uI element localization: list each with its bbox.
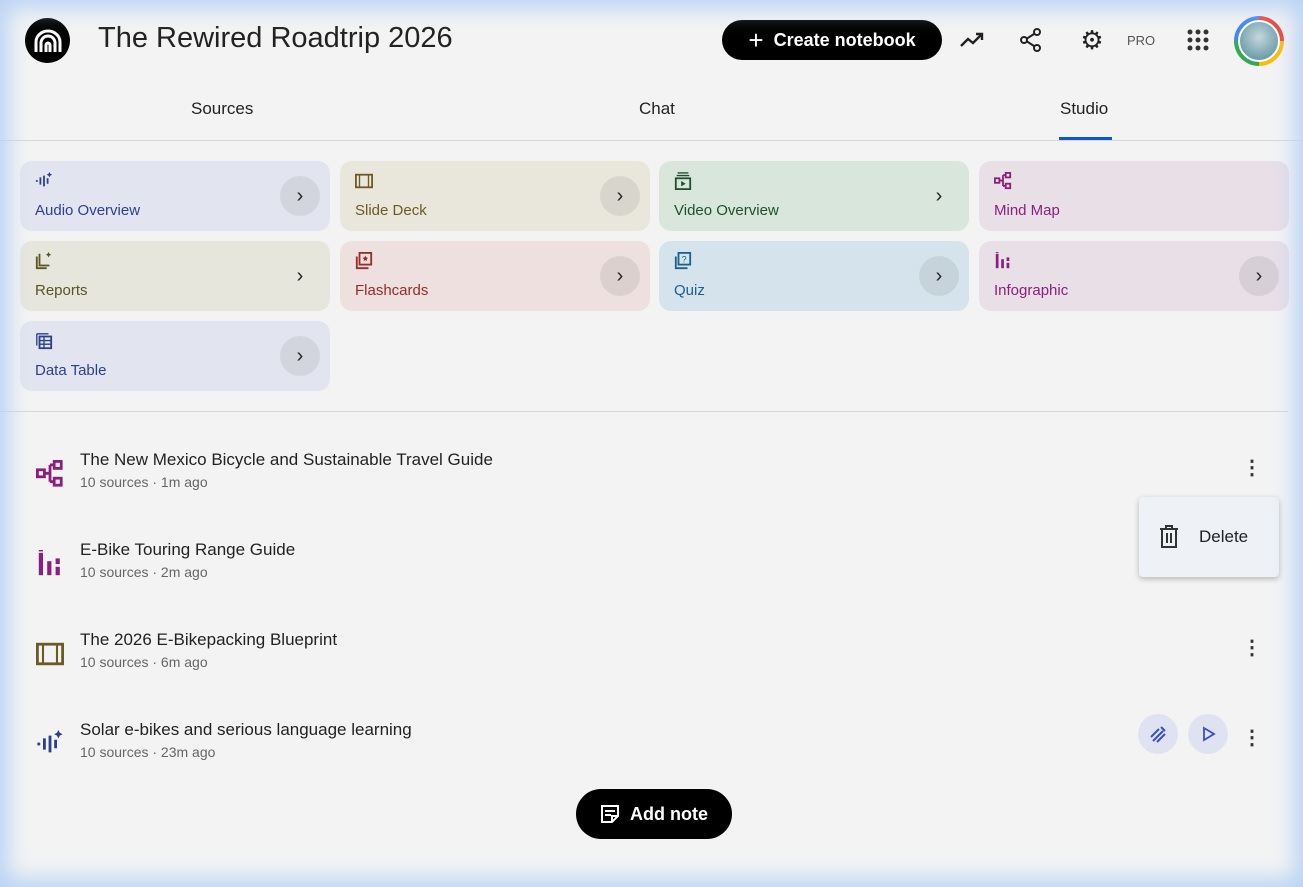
section-divider xyxy=(0,411,1288,412)
note-icon xyxy=(601,805,619,823)
flashcards-icon xyxy=(355,252,375,272)
item-meta: 10 sources · 23m ago xyxy=(80,744,216,760)
create-notebook-label: Create notebook xyxy=(773,29,916,50)
tab-chat[interactable]: Chat xyxy=(639,99,675,118)
studio-card-label: Reports xyxy=(35,282,88,299)
studio-card-label: Infographic xyxy=(994,282,1069,299)
settings-gear-icon[interactable]: ⚙ xyxy=(1080,24,1104,55)
table-icon xyxy=(35,332,55,352)
studio-card-flashcards[interactable]: Flashcards › xyxy=(340,241,650,311)
chevron-right-icon[interactable]: › xyxy=(600,256,640,296)
interactive-mode-icon[interactable] xyxy=(1138,714,1178,754)
studio-card-video-overview[interactable]: Video Overview › xyxy=(659,161,969,231)
infographic-icon xyxy=(994,252,1014,272)
studio-card-data-table[interactable]: Data Table › xyxy=(20,321,330,391)
quiz-icon: ? xyxy=(674,252,694,272)
slides-icon xyxy=(355,172,375,192)
slides-icon xyxy=(36,640,64,668)
trash-icon xyxy=(1160,525,1178,548)
audio-waveform-sparkle-icon xyxy=(35,172,55,192)
studio-card-audio-overview[interactable]: Audio Overview › xyxy=(20,161,330,231)
studio-output-item[interactable]: E-Bike Touring Range Guide 10 sources · … xyxy=(0,540,1290,600)
item-meta: 10 sources · 2m ago xyxy=(80,564,208,580)
pro-badge: PRO xyxy=(1127,33,1156,48)
audio-waveform-sparkle-icon xyxy=(36,730,64,758)
reports-icon xyxy=(35,252,55,272)
analytics-trend-icon[interactable] xyxy=(958,26,986,54)
item-meta: 10 sources · 1m ago xyxy=(80,474,208,490)
mind-map-icon xyxy=(994,172,1014,192)
tab-divider xyxy=(0,140,1303,141)
chevron-right-icon[interactable]: › xyxy=(919,256,959,296)
studio-card-label: Flashcards xyxy=(355,282,429,299)
more-options-icon[interactable]: ⋮ xyxy=(1242,457,1262,479)
add-note-button[interactable]: Add note xyxy=(576,789,732,839)
studio-card-label: Video Overview xyxy=(674,202,779,219)
more-options-icon[interactable]: ⋮ xyxy=(1242,727,1262,749)
chevron-right-icon[interactable]: › xyxy=(280,336,320,376)
studio-card-label: Data Table xyxy=(35,362,107,379)
plus-icon: + xyxy=(748,24,764,55)
infographic-icon xyxy=(36,550,64,578)
item-title: The New Mexico Bicycle and Sustainable T… xyxy=(80,450,493,469)
user-avatar[interactable] xyxy=(1234,16,1284,66)
mind-map-icon xyxy=(36,460,64,488)
chevron-right-icon[interactable]: › xyxy=(600,176,640,216)
studio-card-reports[interactable]: Reports › xyxy=(20,241,330,311)
delete-menu-item[interactable]: Delete xyxy=(1199,527,1249,546)
play-icon[interactable] xyxy=(1188,714,1228,754)
app-logo[interactable] xyxy=(25,18,70,63)
notebook-logo-icon xyxy=(34,29,61,52)
studio-output-item[interactable]: The New Mexico Bicycle and Sustainable T… xyxy=(0,450,1290,510)
studio-output-item[interactable]: The 2026 E-Bikepacking Blueprint 10 sour… xyxy=(0,630,1290,690)
studio-card-mind-map[interactable]: Mind Map xyxy=(979,161,1289,231)
active-tab-indicator xyxy=(1059,137,1112,140)
item-title: Solar e-bikes and serious language learn… xyxy=(80,720,412,739)
item-title: E-Bike Touring Range Guide xyxy=(80,540,296,559)
create-notebook-button[interactable]: + Create notebook xyxy=(722,20,942,60)
share-icon[interactable] xyxy=(1017,26,1045,54)
context-menu: Delete xyxy=(1139,497,1279,577)
svg-text:?: ? xyxy=(682,254,687,264)
studio-card-label: Quiz xyxy=(674,282,705,299)
apps-grid-icon[interactable] xyxy=(1184,26,1212,54)
chevron-right-icon[interactable]: › xyxy=(935,184,943,207)
studio-card-label: Slide Deck xyxy=(355,202,427,219)
studio-card-slide-deck[interactable]: Slide Deck › xyxy=(340,161,650,231)
studio-card-infographic[interactable]: Infographic › xyxy=(979,241,1289,311)
studio-card-label: Mind Map xyxy=(994,202,1060,219)
item-title: The 2026 E-Bikepacking Blueprint xyxy=(80,630,338,649)
add-note-label: Add note xyxy=(630,803,708,824)
chevron-right-icon[interactable]: › xyxy=(280,176,320,216)
tab-sources[interactable]: Sources xyxy=(191,99,254,118)
studio-output-item[interactable]: Solar e-bikes and serious language learn… xyxy=(0,714,1290,780)
item-meta: 10 sources · 6m ago xyxy=(80,654,208,670)
video-play-icon xyxy=(674,172,694,192)
tab-studio[interactable]: Studio xyxy=(1060,99,1109,118)
notebook-title[interactable]: The Rewired Roadtrip 2026 xyxy=(98,22,453,54)
studio-card-quiz[interactable]: ? Quiz › xyxy=(659,241,969,311)
more-options-icon[interactable]: ⋮ xyxy=(1242,637,1262,659)
chevron-right-icon[interactable]: › xyxy=(1239,256,1279,296)
studio-card-label: Audio Overview xyxy=(35,202,141,219)
chevron-right-icon[interactable]: › xyxy=(296,264,304,287)
